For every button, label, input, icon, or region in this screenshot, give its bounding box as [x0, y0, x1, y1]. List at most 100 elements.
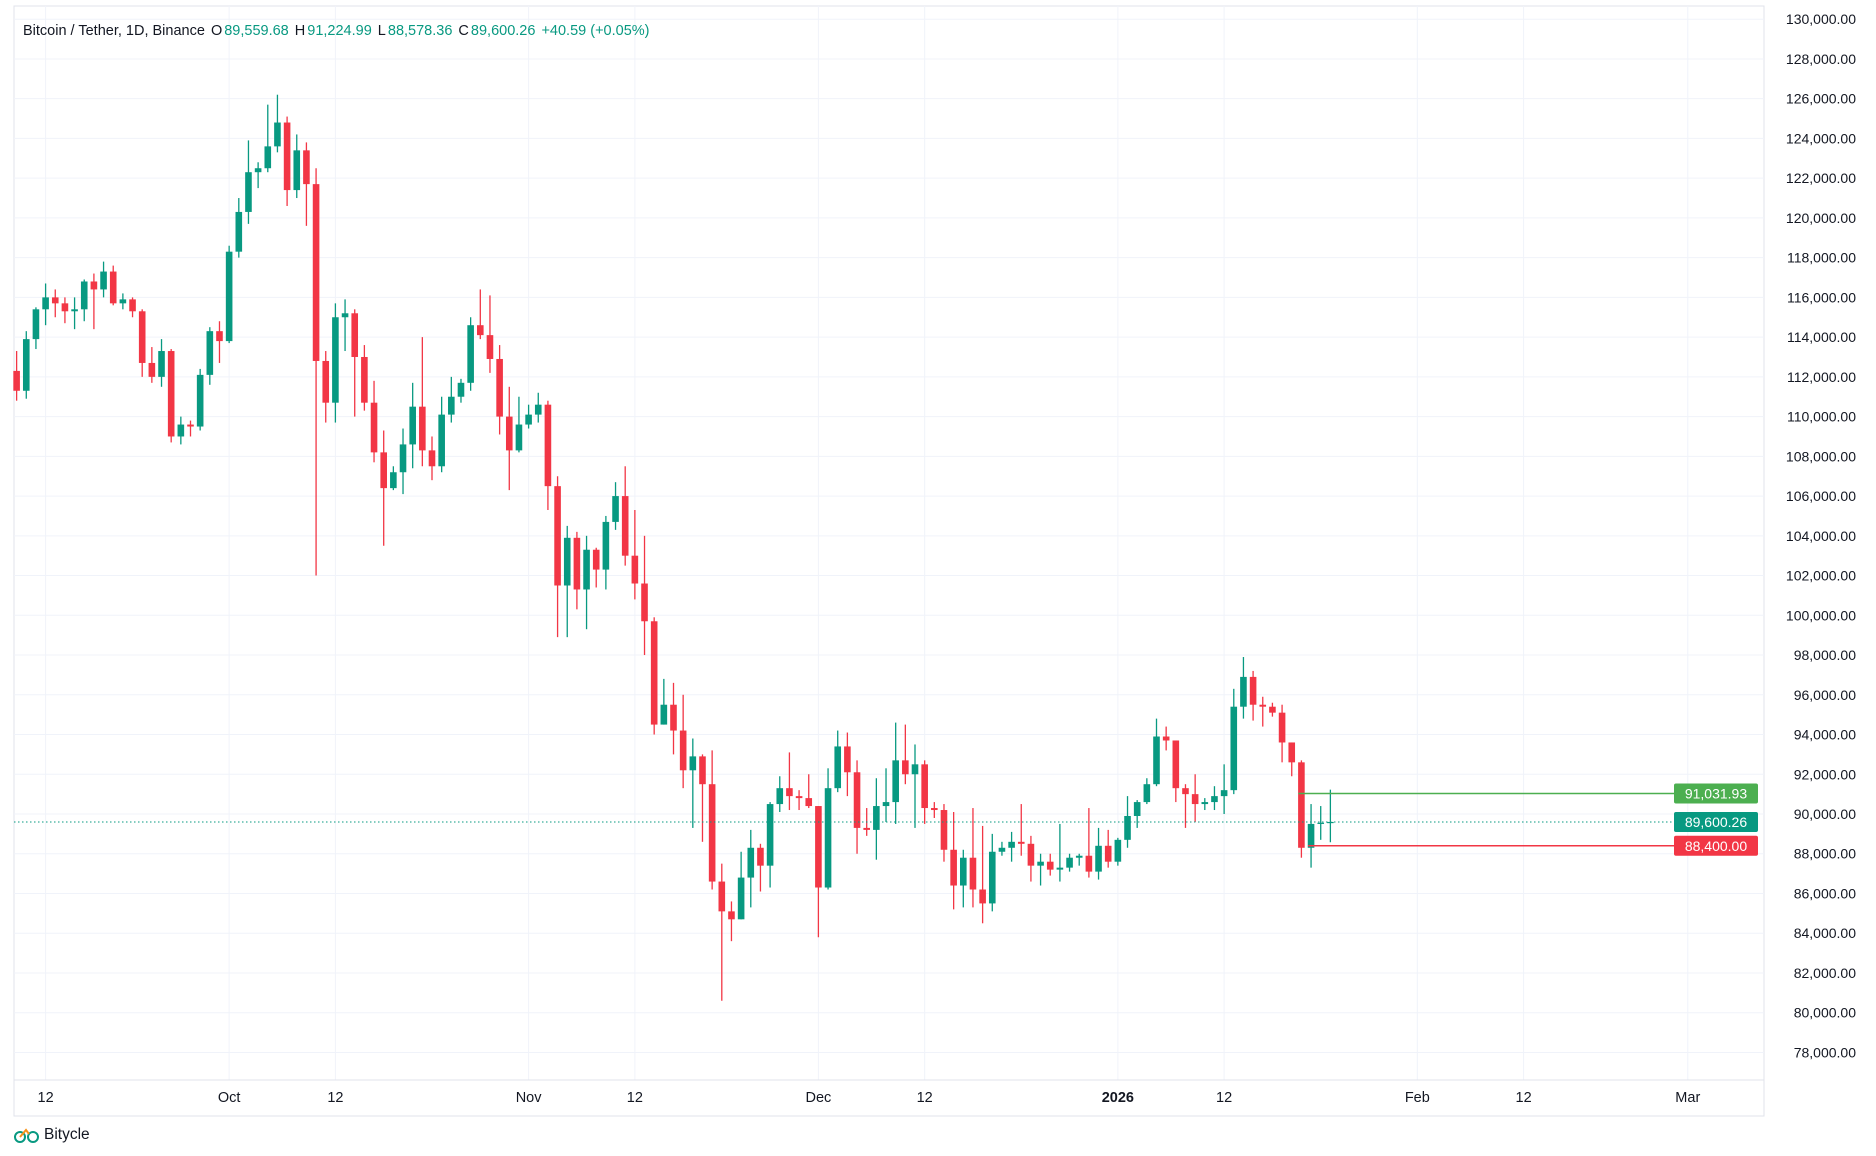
candle-body [1259, 704, 1267, 707]
chart-pane [13, 5, 1765, 1117]
close-label: C [458, 23, 469, 39]
candle-body [892, 760, 899, 803]
candle-body [216, 331, 223, 342]
y-tick-label: 104,000.00 [1786, 528, 1856, 544]
candle-body [1114, 839, 1122, 862]
open-label: O [210, 23, 223, 39]
candle-body [1201, 802, 1209, 805]
candle-body [312, 184, 320, 361]
candle-body [1046, 861, 1054, 870]
candle [80, 279, 88, 322]
candle-body [844, 746, 851, 773]
candle-body [42, 297, 49, 310]
candle [824, 768, 832, 890]
candle-body [264, 146, 272, 169]
candle-body [419, 406, 426, 451]
candle-body [370, 402, 378, 453]
candle-body [80, 281, 88, 310]
candle [419, 337, 426, 467]
candle [969, 808, 977, 908]
y-tick-label: 128,000.00 [1786, 51, 1856, 67]
candle [689, 738, 697, 828]
candle [766, 802, 774, 888]
candle [1259, 696, 1267, 727]
candle-body [1230, 706, 1238, 791]
price-level-badge [1674, 835, 1758, 856]
bicycle-logo-icon [14, 1128, 39, 1143]
y-tick-label: 90,000.00 [1794, 806, 1856, 822]
candle [283, 116, 291, 206]
candle-body [496, 358, 503, 417]
candle-body [1288, 742, 1296, 763]
candle [361, 345, 368, 411]
brand[interactable]: Bitycle [14, 1126, 90, 1144]
candle-body [1095, 845, 1102, 872]
symbol-title[interactable]: Bitcoin / Tether, 1D, Binance [23, 23, 205, 39]
candle-body [245, 172, 252, 212]
candle [699, 754, 706, 842]
candle-body [505, 416, 513, 451]
candle-body [950, 849, 957, 886]
x-tick-label: Dec [806, 1090, 832, 1106]
candle [196, 368, 204, 431]
candle [737, 851, 745, 920]
candle [1037, 853, 1044, 886]
candle [592, 547, 600, 588]
candle [225, 245, 233, 344]
candle-body [544, 404, 552, 487]
candle-body [988, 851, 996, 904]
candle-body [979, 889, 986, 904]
y-tick-label: 86,000.00 [1794, 885, 1856, 901]
x-tick-label: Mar [1675, 1090, 1700, 1106]
candle-body [612, 496, 619, 522]
candle-body [718, 881, 726, 912]
candle-body [399, 444, 407, 473]
candle [206, 327, 214, 385]
candle [757, 843, 764, 892]
candle [998, 841, 1006, 856]
candle [322, 351, 330, 423]
candle-body [1037, 861, 1044, 866]
candle [1249, 670, 1257, 721]
candle-body [776, 788, 784, 805]
x-tick-label: Oct [218, 1090, 241, 1106]
candle-body [650, 621, 658, 725]
candle-body [660, 704, 668, 725]
x-tick-label: 12 [1216, 1090, 1232, 1106]
candle [853, 760, 861, 854]
high-label: H [294, 23, 306, 39]
candle-body [1269, 706, 1276, 713]
candle [1230, 688, 1238, 795]
candle [1211, 786, 1218, 811]
candle [834, 730, 842, 793]
candle [950, 812, 957, 910]
candle [274, 94, 281, 153]
candle-body [448, 396, 455, 415]
candle [235, 198, 243, 258]
candle [1327, 789, 1334, 843]
candle [1066, 853, 1073, 872]
y-tick-label: 92,000.00 [1794, 766, 1856, 782]
candle [61, 297, 69, 324]
candle [496, 345, 503, 435]
candle [1027, 835, 1035, 882]
candle-body [1240, 676, 1247, 707]
x-tick-label: 12 [917, 1090, 933, 1106]
candle-body [438, 414, 445, 467]
brand-name: Bitycle [44, 1126, 90, 1143]
candle [1124, 796, 1131, 848]
candle [1240, 657, 1247, 719]
candle-body [61, 303, 69, 312]
candle [428, 436, 436, 481]
x-tick-label: 12 [38, 1090, 54, 1106]
candle [312, 168, 320, 576]
y-tick-label: 84,000.00 [1794, 925, 1856, 941]
candle-body [602, 521, 610, 570]
candle-body [1172, 740, 1180, 789]
y-tick-label: 120,000.00 [1786, 210, 1856, 226]
candle-body [1182, 788, 1189, 795]
candle [477, 289, 484, 340]
candle-body [631, 555, 639, 584]
candle-body [670, 704, 677, 731]
